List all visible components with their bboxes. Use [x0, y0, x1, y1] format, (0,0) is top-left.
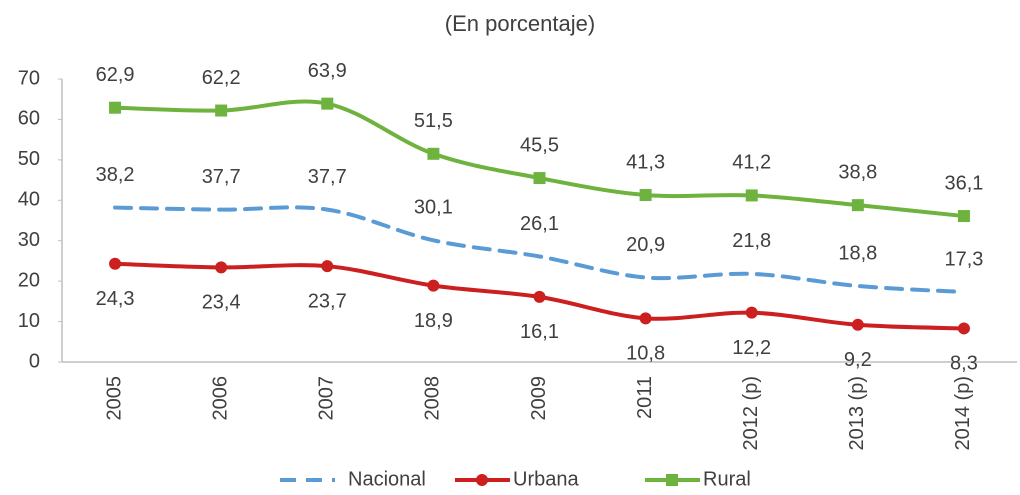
- data-label: 41,2: [732, 152, 771, 174]
- marker: [533, 290, 546, 303]
- y-tick-label: 30: [18, 229, 40, 251]
- marker: [957, 322, 970, 335]
- x-tick-label: 2012 (p): [740, 376, 762, 451]
- y-tick-label: 40: [18, 189, 40, 211]
- data-label: 21,8: [732, 230, 771, 252]
- marker: [215, 261, 228, 274]
- y-tick-label: 10: [18, 310, 40, 332]
- x-tick-label: 2009: [528, 376, 550, 421]
- y-tick-label: 60: [18, 108, 40, 130]
- data-label: 62,2: [202, 67, 241, 89]
- marker: [109, 257, 122, 270]
- x-tick-label: 2008: [422, 376, 444, 421]
- data-label: 36,1: [944, 172, 983, 194]
- data-label: 8,3: [950, 353, 978, 375]
- x-tick-label: 2005: [103, 376, 125, 421]
- marker: [321, 97, 334, 110]
- marker: [427, 279, 440, 292]
- marker: [533, 172, 546, 185]
- data-label: 17,3: [944, 248, 983, 270]
- legend-label: Urbana: [513, 468, 579, 490]
- data-label: 18,9: [414, 310, 453, 332]
- marker: [321, 260, 334, 273]
- legend-label: Rural: [703, 468, 751, 490]
- y-tick-label: 0: [29, 350, 40, 372]
- marker: [215, 104, 228, 117]
- series-line: [113, 99, 966, 219]
- data-label: 37,7: [308, 166, 347, 188]
- data-label: 38,2: [96, 164, 135, 186]
- marker: [745, 306, 758, 319]
- marker: [745, 189, 758, 202]
- marker: [851, 199, 864, 212]
- data-label: 45,5: [520, 134, 559, 156]
- y-tick-label: 20: [18, 269, 40, 291]
- data-label: 26,1: [520, 213, 559, 235]
- data-label: 37,7: [202, 166, 241, 188]
- data-label: 38,8: [838, 161, 877, 183]
- x-tick-label: 2006: [209, 376, 231, 421]
- marker: [427, 147, 440, 160]
- marker: [639, 312, 652, 325]
- x-tick-label: 2014 (p): [952, 376, 974, 451]
- data-label: 62,9: [96, 64, 135, 86]
- x-tick-label: 2013 (p): [846, 376, 868, 451]
- legend-marker: [666, 474, 678, 486]
- y-tick-label: 50: [18, 148, 40, 170]
- x-tick-label: 2007: [316, 376, 338, 421]
- x-tick-label: 2011: [634, 376, 656, 419]
- data-label: 18,8: [838, 242, 877, 264]
- data-label: 20,9: [626, 234, 665, 256]
- data-label: 63,9: [308, 60, 347, 82]
- data-label: 10,8: [626, 343, 665, 365]
- y-tick-label: 70: [18, 67, 40, 89]
- legend-marker: [476, 474, 488, 486]
- data-label: 9,2: [844, 349, 872, 371]
- data-label: 16,1: [520, 321, 559, 343]
- marker: [957, 210, 970, 223]
- data-label: 23,7: [308, 290, 347, 312]
- legend-label: Nacional: [348, 468, 426, 490]
- data-label: 24,3: [96, 288, 135, 310]
- data-label: 23,4: [202, 292, 241, 314]
- marker: [851, 318, 864, 331]
- data-label: 41,3: [626, 151, 665, 173]
- data-label: 12,2: [732, 337, 771, 359]
- marker: [639, 189, 652, 202]
- data-label: 51,5: [414, 110, 453, 132]
- data-label: 30,1: [414, 197, 453, 219]
- marker: [109, 101, 122, 114]
- chart-title: (En porcentaje): [445, 11, 595, 36]
- series-line: [113, 205, 966, 295]
